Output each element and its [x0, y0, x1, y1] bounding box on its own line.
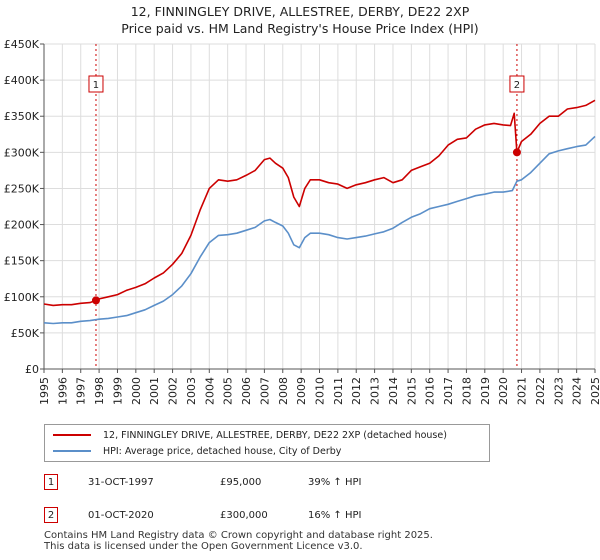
x-tick-label: 2008: [277, 377, 290, 405]
x-tick-label: 1998: [93, 377, 106, 405]
x-tick-label: 2021: [516, 377, 529, 405]
y-tick-label: £0: [25, 363, 39, 376]
legend-swatch-hpi: [53, 450, 91, 452]
legend-swatch-property: [53, 434, 91, 436]
x-tick-label: 2022: [534, 377, 547, 405]
x-tick-label: 1999: [111, 377, 124, 405]
property-price-line: [43, 99, 596, 307]
sale-marker-label: 2: [514, 80, 520, 91]
y-tick-label: £250K: [4, 182, 40, 195]
y-tick-label: £300K: [4, 146, 40, 159]
transaction-hpi: 16% ↑ HPI: [308, 509, 362, 521]
y-tick-label: £350K: [4, 110, 40, 123]
x-tick-label: 1995: [38, 377, 51, 405]
x-tick-label: 2006: [240, 377, 253, 405]
y-tick-label: £200K: [4, 219, 40, 232]
y-tick-label: £50K: [11, 327, 40, 340]
legend-item-hpi: HPI: Average price, detached house, City…: [45, 443, 341, 459]
footer-licence: This data is licensed under the Open Gov…: [44, 541, 363, 552]
x-tick-label: 2017: [442, 377, 455, 405]
x-tick-label: 2010: [314, 377, 327, 405]
x-tick-label: 2004: [203, 377, 216, 405]
x-tick-label: 2000: [130, 377, 143, 405]
price-chart: £0 £50K £100K £150K £200K £250K £300K £350K £400…: [4, 38, 600, 405]
x-tick-label: 2005: [222, 377, 235, 405]
x-tick-label: 2009: [295, 377, 308, 405]
transaction-hpi: 39% ↑ HPI: [308, 476, 362, 488]
x-tick-label: 2023: [552, 377, 565, 405]
hpi-line: [43, 135, 596, 325]
x-tick-label: 2024: [571, 377, 584, 405]
x-tick-label: 2019: [479, 377, 492, 405]
transaction-date: 31-OCT-1997: [88, 476, 154, 488]
footer-copyright: Contains HM Land Registry data © Crown c…: [44, 530, 433, 541]
y-tick-label: £450K: [4, 38, 40, 51]
legend-label-hpi: HPI: Average price, detached house, City…: [103, 445, 342, 457]
transaction-price: £300,000: [220, 509, 268, 521]
x-tick-label: 2013: [369, 377, 382, 405]
sale-point: [512, 148, 521, 157]
transaction-date: 01-OCT-2020: [88, 509, 154, 521]
x-tick-label: 2016: [424, 377, 437, 405]
y-tick-label: £150K: [4, 255, 40, 268]
sale-point: [91, 296, 100, 305]
y-tick-label: £400K: [4, 74, 40, 87]
x-tick-label: 1996: [56, 377, 69, 405]
sale-marker-label: 1: [93, 80, 99, 91]
x-tick-label: 2002: [167, 377, 180, 405]
legend-label-property: 12, FINNINGLEY DRIVE, ALLESTREE, DERBY, …: [103, 429, 447, 441]
legend-item-property: 12, FINNINGLEY DRIVE, ALLESTREE, DERBY, …: [45, 427, 447, 443]
x-tick-label: 1997: [75, 377, 88, 405]
x-tick-label: 2025: [589, 377, 600, 405]
transaction-badge: 1: [44, 474, 58, 490]
y-tick-label: £100K: [4, 291, 40, 304]
transaction-price: £95,000: [220, 476, 262, 488]
x-tick-label: 2001: [148, 377, 161, 405]
x-tick-label: 2012: [350, 377, 363, 405]
sale-marker-box: [88, 75, 104, 93]
transaction-badge: 2: [44, 507, 58, 523]
chart-title-line1: 12, FINNINGLEY DRIVE, ALLESTREE, DERBY, …: [130, 4, 470, 19]
x-tick-label: 2011: [332, 377, 345, 405]
x-tick-label: 2003: [185, 377, 198, 405]
x-tick-label: 2015: [405, 377, 418, 405]
x-tick-label: 2014: [387, 377, 400, 405]
x-tick-label: 2018: [460, 377, 473, 405]
sale-marker-box: [509, 75, 525, 93]
chart-title-line2: Price paid vs. HM Land Registry's House …: [121, 21, 479, 36]
x-tick-label: 2007: [258, 377, 271, 405]
legend: 12, FINNINGLEY DRIVE, ALLESTREE, DERBY, …: [44, 424, 490, 462]
x-tick-label: 2020: [497, 377, 510, 405]
footer: Contains HM Land Registry data © Crown c…: [44, 530, 433, 552]
